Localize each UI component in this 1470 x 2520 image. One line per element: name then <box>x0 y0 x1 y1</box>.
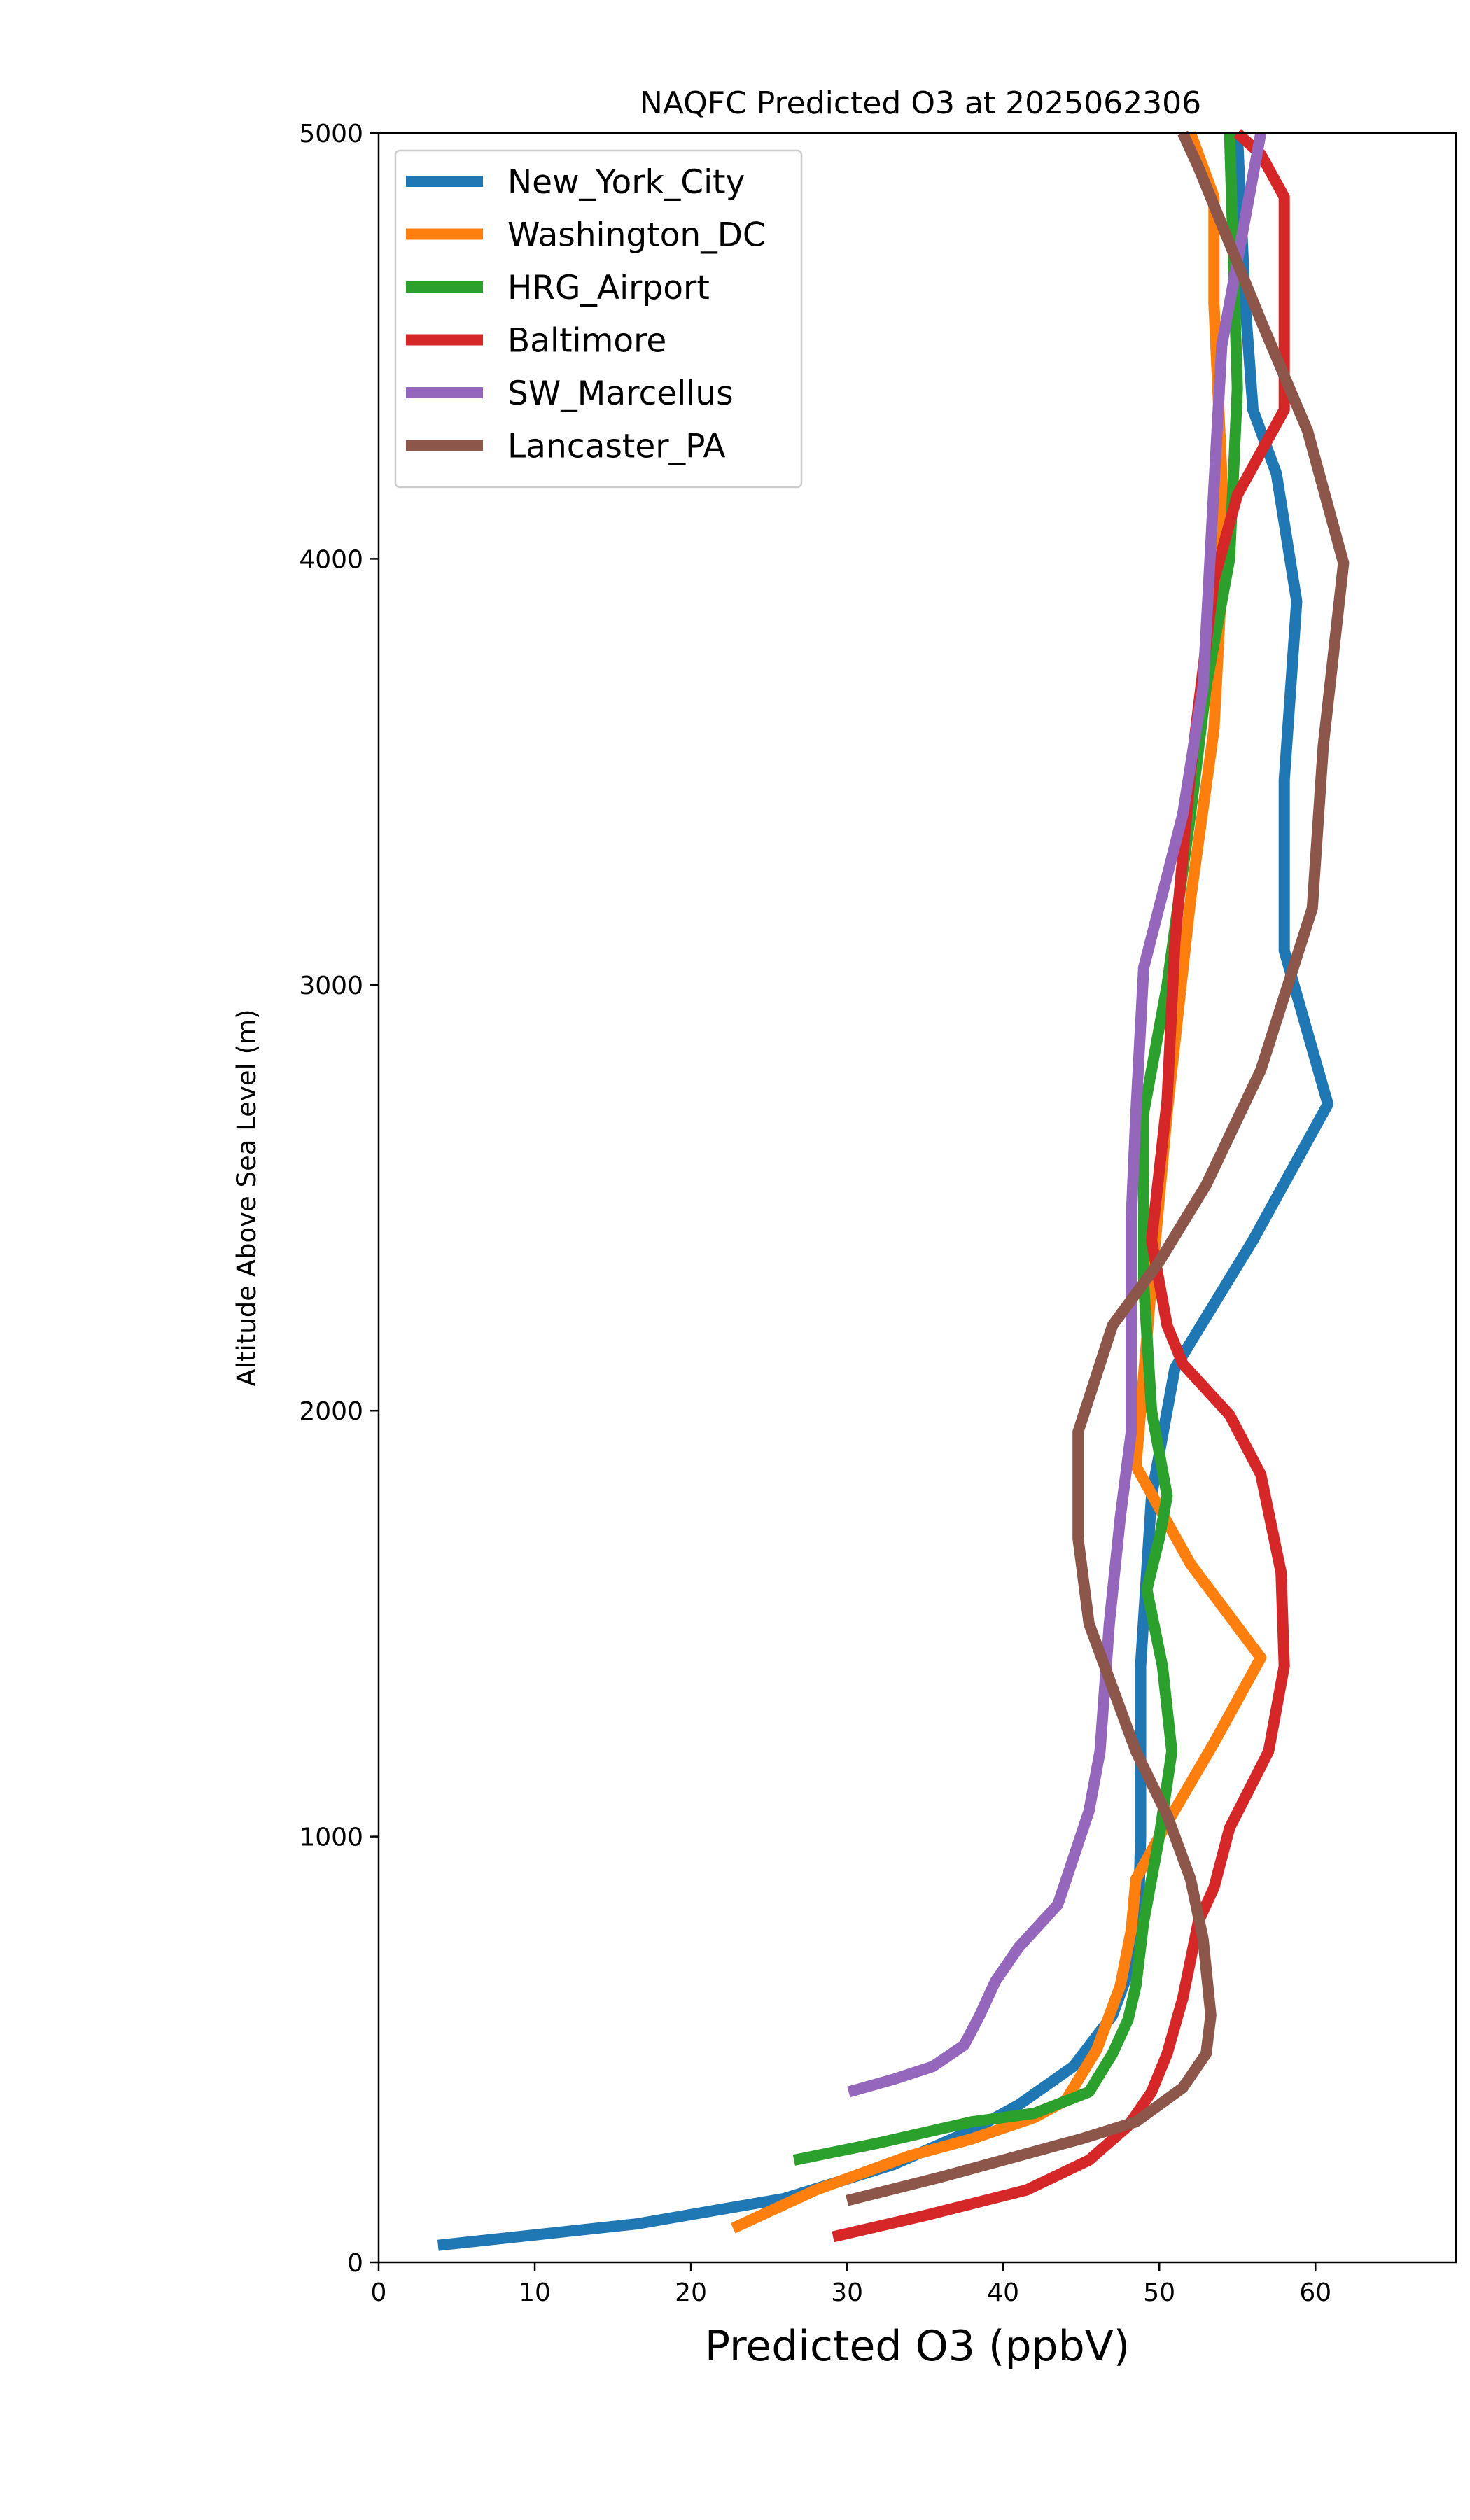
legend-label: New_York_City <box>507 163 745 202</box>
legend-label: HRG_Airport <box>507 269 710 307</box>
series-line-lancaster-pa <box>846 130 1350 2206</box>
legend: New_York_City Washington_DC HRG_Airport Bal… <box>394 149 803 489</box>
series-line-baltimore <box>832 129 1290 2243</box>
x-tick-label: 60 <box>1299 2278 1331 2307</box>
y-axis: 0 1000 2000 3000 4000 5000 <box>299 120 379 2278</box>
y-tick-label: 3000 <box>299 972 363 1000</box>
y-axis-label: Altitude Above Sea Level (m) <box>232 1009 262 1386</box>
plot-area-frame <box>377 132 1457 2264</box>
x-tick-label: 0 <box>371 2278 387 2307</box>
x-tick-label: 40 <box>987 2278 1019 2307</box>
x-tick-label: 10 <box>519 2278 551 2307</box>
series-layer <box>437 129 1350 2251</box>
legend-frame <box>394 149 803 489</box>
legend-label: Washington_DC <box>507 216 766 255</box>
y-tick-label: 0 <box>347 2249 363 2278</box>
legend-label: SW_Marcellus <box>507 374 734 413</box>
x-axis: 0 10 20 30 40 50 60 <box>371 2262 1331 2307</box>
x-axis-label: Predicted O3 (ppbV) <box>705 2322 1130 2371</box>
chart-title: NAQFC Predicted O3 at 2025062306 <box>640 85 1201 121</box>
y-tick-label: 5000 <box>299 120 363 148</box>
x-tick-label: 50 <box>1143 2278 1175 2307</box>
legend-label: Lancaster_PA <box>507 428 726 466</box>
y-tick-label: 1000 <box>299 1823 363 1852</box>
y-tick-label: 2000 <box>299 1397 363 1426</box>
legend-label: Baltimore <box>507 322 666 360</box>
x-tick-label: 30 <box>831 2278 863 2307</box>
x-tick-label: 20 <box>675 2278 707 2307</box>
y-tick-label: 4000 <box>299 545 363 574</box>
series-line-sw-marcellus <box>847 132 1267 2098</box>
